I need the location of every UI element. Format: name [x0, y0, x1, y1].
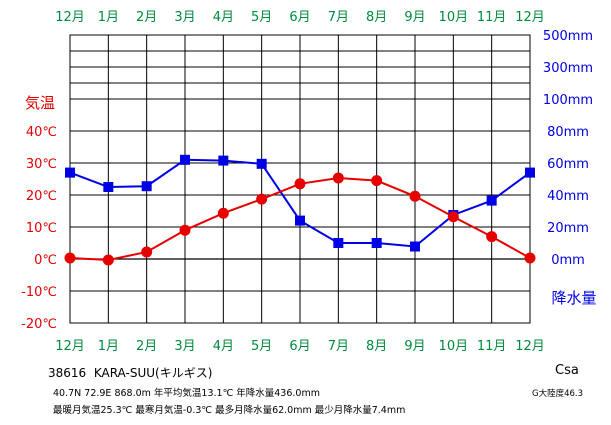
month-label-bottom: 12月 — [515, 339, 545, 354]
bottom-month-axis: 12月 1月 2月 3月 4月 5月 6月 7月 8月 9月 10月 11月 12月 — [55, 339, 545, 354]
month-label-bottom: 8月 — [366, 339, 387, 354]
temperature-tick-label: 40℃ — [26, 125, 57, 140]
temperature-tick-label: -10℃ — [21, 285, 57, 300]
temperature-point — [102, 254, 114, 266]
month-label-bottom: 6月 — [289, 339, 310, 354]
precipitation-tick-label: 500mm — [543, 29, 593, 44]
temperature-tick-label: 20℃ — [26, 189, 57, 204]
temperature-tick-label: 0℃ — [34, 253, 57, 268]
precipitation-point — [525, 167, 535, 178]
precipitation-tick-label: 80mm — [547, 125, 589, 140]
month-label-top: 4月 — [213, 10, 234, 25]
precipitation-tick-label: 60mm — [547, 157, 589, 172]
month-label-top: 1月 — [98, 10, 119, 25]
precipitation-tick-label: 40mm — [547, 189, 589, 204]
continentality-index: G大陸度46.3 — [532, 389, 584, 399]
month-label-top: 2月 — [136, 10, 157, 25]
precipitation-tick-label: 0mm — [551, 253, 585, 268]
temperature-point — [256, 193, 268, 205]
month-label-bottom: 10月 — [439, 339, 469, 354]
station-line: 38616 KARA-SUU(キルギス) — [48, 364, 212, 381]
month-label-bottom: 11月 — [477, 339, 507, 354]
precipitation-tick-label: 100mm — [543, 93, 593, 108]
temperature-point — [371, 175, 383, 187]
precipitation-point — [103, 182, 114, 192]
temperature-point — [64, 252, 76, 264]
month-label-top: 3月 — [174, 10, 195, 25]
station-name: KARA-SUU(キルギス) — [93, 366, 213, 380]
month-label-top: 5月 — [251, 10, 272, 25]
top-month-axis: 12月 1月 2月 3月 4月 5月 6月 7月 8月 9月 10月 11月 12月 — [55, 10, 545, 25]
month-label-bottom: 2月 — [136, 339, 157, 354]
precipitation-tick-label: 300mm — [543, 61, 593, 76]
month-label-bottom: 4月 — [213, 339, 234, 354]
precipitation-point — [218, 155, 229, 166]
temperature-axis-title: 気温 — [25, 94, 55, 112]
temperature-point — [409, 190, 421, 202]
month-label-top: 7月 — [328, 10, 349, 25]
precipitation-axis: 500mm 300mm 100mm 80mm 60mm 40mm 20mm 0mm 降水量 — [543, 29, 597, 307]
precipitation-point — [486, 195, 497, 206]
month-label-bottom: 12月 — [55, 339, 85, 354]
temperature-point — [332, 172, 344, 184]
extremes-summary-line: 最暖月気温25.3℃ 最寒月気温-0.3℃ 最多月降水量62.0mm 最少月降水… — [53, 405, 406, 416]
month-label-top: 11月 — [477, 10, 507, 25]
month-label-bottom: 9月 — [404, 339, 425, 354]
precipitation-point — [371, 238, 382, 248]
precipitation-point — [65, 167, 75, 178]
precipitation-point — [141, 181, 152, 192]
precipitation-point — [180, 154, 190, 165]
temperature-point — [524, 252, 536, 264]
month-label-top: 8月 — [366, 10, 387, 25]
temperature-point — [486, 231, 498, 243]
month-label-bottom: 1月 — [98, 339, 119, 354]
temperature-point — [217, 207, 229, 219]
temperature-axis: 気温 40℃ 30℃ 20℃ 10℃ 0℃ -10℃ -20℃ — [21, 94, 57, 332]
temperature-tick-label: -20℃ — [21, 317, 57, 332]
temperature-point — [179, 224, 191, 236]
chart-series — [64, 154, 536, 266]
precipitation-tick-label: 20mm — [547, 221, 589, 236]
month-label-top: 9月 — [404, 10, 425, 25]
precipitation-point — [295, 215, 305, 226]
month-label-bottom: 7月 — [328, 339, 349, 354]
station-summary-line: 40.7N 72.9E 868.0m 年平均気温13.1℃ 年降水量436.0m… — [53, 388, 320, 399]
koppen-classification: Csa — [555, 363, 579, 378]
temperature-tick-label: 10℃ — [26, 221, 57, 236]
month-label-top: 12月 — [515, 10, 545, 25]
station-id: 38616 — [48, 366, 87, 380]
precipitation-point — [410, 241, 420, 252]
temperature-tick-label: 30℃ — [26, 157, 57, 172]
precipitation-point — [256, 158, 267, 169]
plot-grid — [69, 34, 531, 324]
temperature-point — [447, 211, 459, 223]
month-label-bottom: 5月 — [251, 339, 272, 354]
month-label-top: 12月 — [55, 10, 85, 25]
month-label-top: 10月 — [439, 10, 469, 25]
temperature-point — [294, 178, 306, 190]
temperature-point — [141, 246, 153, 258]
month-label-bottom: 3月 — [174, 339, 195, 354]
month-label-top: 6月 — [289, 10, 310, 25]
precipitation-point — [333, 238, 344, 248]
precipitation-axis-title: 降水量 — [551, 289, 596, 307]
